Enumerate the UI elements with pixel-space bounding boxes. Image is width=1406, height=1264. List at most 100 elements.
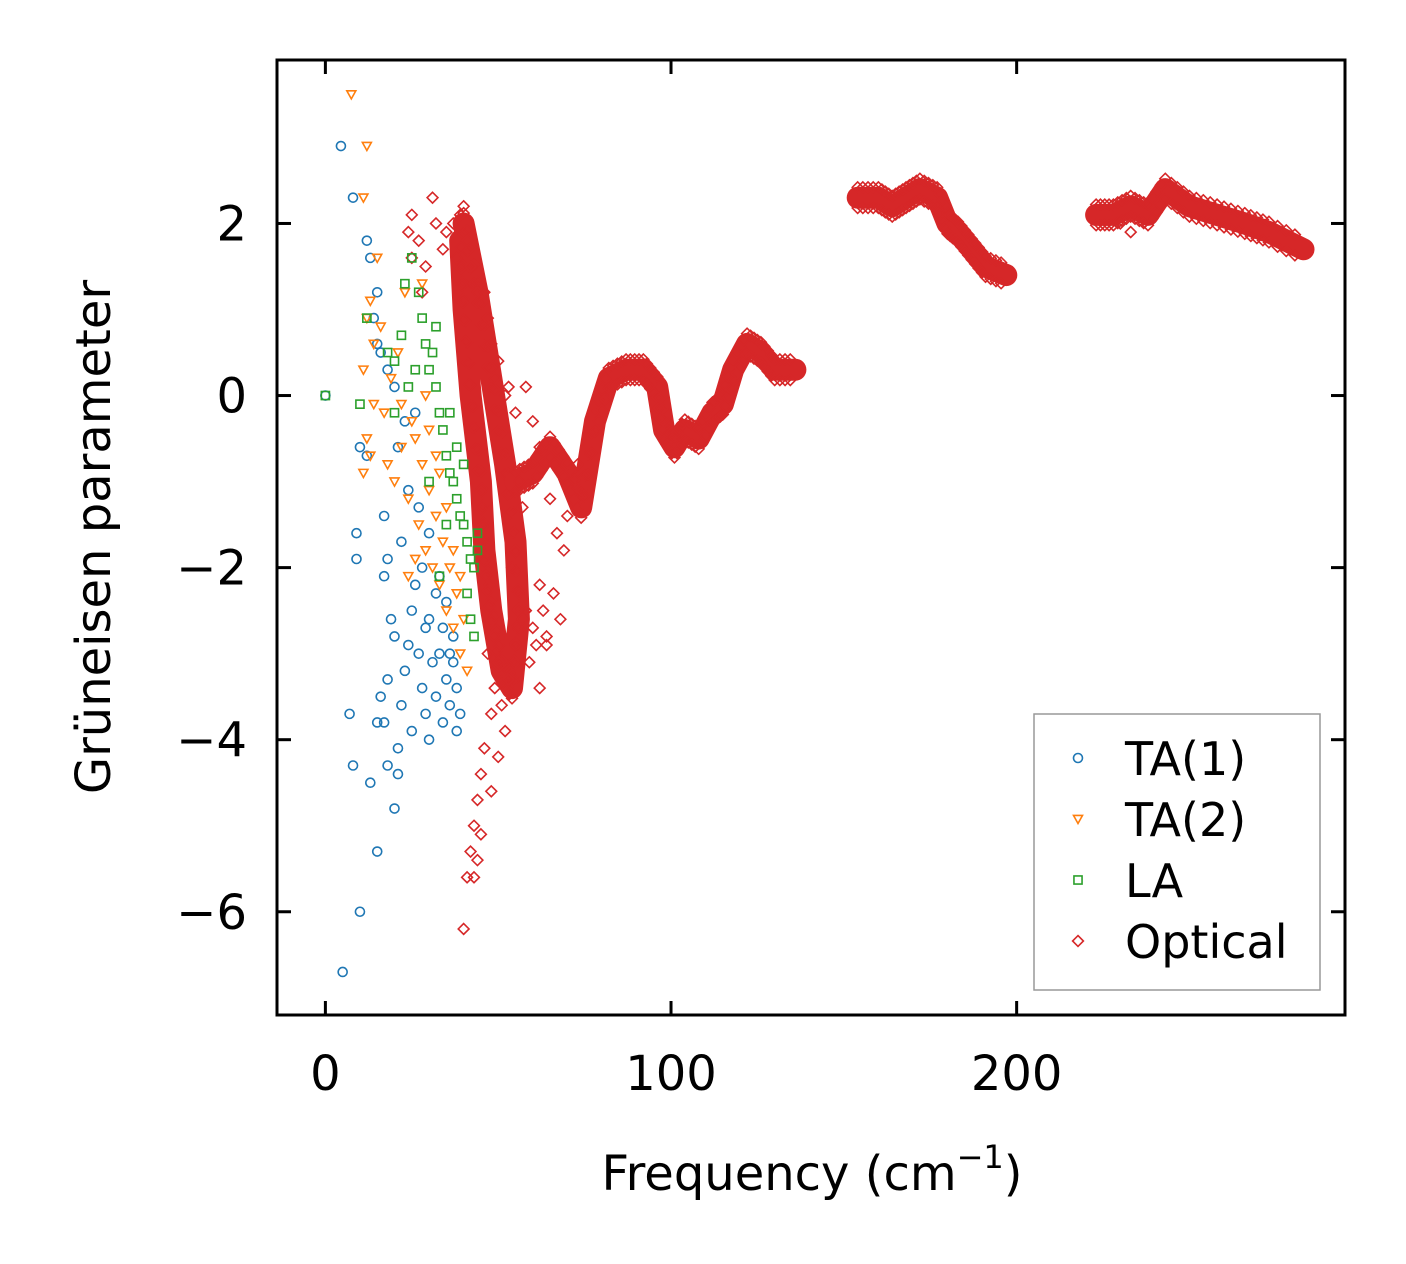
ta1-point xyxy=(385,613,397,625)
ta1-point xyxy=(351,553,362,565)
optical-point xyxy=(675,417,689,431)
optical-point xyxy=(851,180,865,194)
optical-point xyxy=(935,193,949,207)
optical-point xyxy=(574,483,588,497)
optical-point xyxy=(483,578,497,592)
optical-point xyxy=(783,373,797,387)
optical-point xyxy=(581,447,595,461)
ta1-point xyxy=(392,768,404,780)
la-point xyxy=(472,545,483,556)
optical-point xyxy=(747,331,761,345)
optical-point xyxy=(994,276,1008,290)
optical-point xyxy=(512,602,526,616)
optical-point xyxy=(713,389,727,403)
optical-point xyxy=(517,460,531,474)
ta2-point xyxy=(461,666,473,678)
ta2-point xyxy=(454,649,467,660)
optical-point xyxy=(724,382,738,396)
optical-point xyxy=(708,414,722,428)
optical-point xyxy=(506,526,520,540)
ta1-point xyxy=(347,760,359,771)
ta2-point xyxy=(437,537,449,548)
ta1-point xyxy=(447,656,459,668)
optical-point xyxy=(470,853,484,867)
optical-point xyxy=(1279,223,1293,237)
la-point xyxy=(382,347,393,358)
ta2-point xyxy=(423,425,435,437)
ta1-point xyxy=(382,364,393,376)
optical-point xyxy=(415,285,429,299)
optical-point xyxy=(457,206,471,220)
optical-point xyxy=(476,516,491,530)
optical-point xyxy=(457,199,471,213)
optical-point xyxy=(511,583,525,597)
ta2-point xyxy=(426,563,439,574)
optical-point xyxy=(591,393,605,407)
optical-point xyxy=(1189,212,1203,226)
optical-point xyxy=(495,426,509,440)
optical-point xyxy=(1210,198,1224,212)
ta1-point xyxy=(403,484,414,496)
optical-point xyxy=(716,387,730,401)
optical-point xyxy=(460,244,474,258)
ta2-point xyxy=(454,571,467,583)
la-point xyxy=(427,347,438,358)
optical-point xyxy=(446,216,460,230)
ta2-point xyxy=(440,606,453,617)
optical-point xyxy=(581,468,595,482)
optical-point xyxy=(578,469,592,483)
optical-point xyxy=(740,347,754,361)
la-point xyxy=(438,425,448,435)
la-point xyxy=(458,519,469,530)
ta2-point xyxy=(374,322,387,333)
optical-point xyxy=(711,412,725,426)
optical-point xyxy=(429,216,443,230)
optical-point xyxy=(652,380,666,394)
optical-point xyxy=(743,329,758,343)
optical-point xyxy=(458,334,472,348)
optical-point xyxy=(498,724,512,738)
optical-point xyxy=(667,450,682,465)
ta1-point xyxy=(416,562,428,573)
optical-point xyxy=(502,687,516,701)
optical-point xyxy=(662,421,676,435)
optical-point xyxy=(673,442,687,456)
optical-point xyxy=(1182,210,1196,224)
ta2-point xyxy=(430,451,442,462)
ta1-point xyxy=(347,192,359,203)
ta1-point xyxy=(396,699,407,711)
optical-point xyxy=(401,225,415,239)
ta1-point xyxy=(420,622,431,634)
optical-point xyxy=(930,180,944,194)
optical-point xyxy=(487,608,501,622)
ta1-point xyxy=(403,639,414,651)
ta1-point xyxy=(416,682,428,694)
optical-point xyxy=(783,352,797,366)
ta1-point xyxy=(430,588,442,599)
optical-point xyxy=(507,654,521,668)
optical-point xyxy=(439,225,453,239)
ta2-point xyxy=(419,391,432,402)
optical-point xyxy=(470,296,484,310)
optical-point xyxy=(455,278,469,292)
optical-point xyxy=(476,519,490,533)
ta1-point xyxy=(423,613,435,625)
optical-point xyxy=(875,182,889,197)
optical-point xyxy=(574,511,588,525)
optical-point xyxy=(484,707,498,721)
x-tick-label: 200 xyxy=(971,1046,1063,1102)
x-axis-label: Frequency (cm−1) xyxy=(601,1138,1022,1202)
ta1-point xyxy=(375,347,386,358)
optical-point xyxy=(685,438,699,452)
optical-point xyxy=(705,395,720,409)
optical-point xyxy=(464,261,478,275)
optical-point xyxy=(595,382,609,397)
legend-marker-ta1 xyxy=(1072,752,1084,764)
optical-point xyxy=(655,402,669,416)
la-point xyxy=(465,614,476,625)
optical-point xyxy=(856,180,870,194)
ta1-point xyxy=(430,691,442,702)
x-axis-label-sup: −1 xyxy=(957,1138,1004,1176)
ta2-point xyxy=(416,459,429,471)
optical-point xyxy=(1224,222,1238,237)
